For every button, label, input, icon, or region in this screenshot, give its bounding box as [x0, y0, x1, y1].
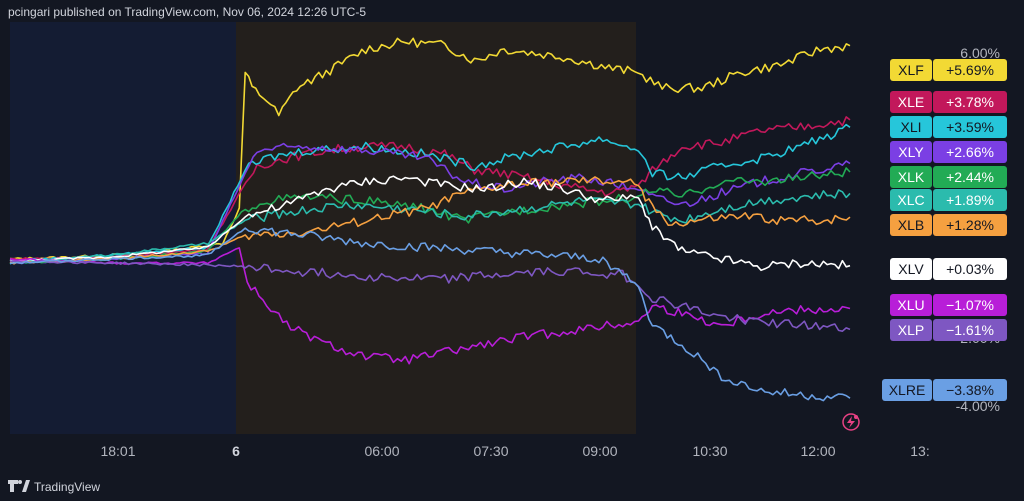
x-tick-label: 18:01	[100, 443, 135, 459]
lightning-icon[interactable]	[842, 413, 860, 431]
series-tag-value: +1.89%	[946, 192, 994, 208]
series-group	[9, 37, 851, 402]
series-tag-value-bg	[933, 189, 1007, 211]
x-tick-label: 10:30	[692, 443, 727, 459]
series-line-xlp[interactable]	[9, 260, 851, 333]
series-tags: XLF +5.69% XLE +3.78% XLI +3.59% XLY +2.66% XLK +…	[882, 59, 1007, 401]
series-tag-name-bg	[890, 189, 932, 211]
series-line-xlu[interactable]	[9, 247, 851, 365]
overnight-session-band	[10, 22, 236, 434]
series-tag-xle[interactable]: XLE +3.78%	[890, 91, 1007, 113]
series-tag-value: +3.78%	[946, 94, 994, 110]
series-line-xlv[interactable]	[9, 175, 851, 272]
series-tag-name: XLP	[898, 322, 924, 338]
series-tag-name: XLB	[898, 217, 924, 233]
series-tag-name: XLK	[898, 169, 925, 185]
series-tag-value-bg	[933, 258, 1007, 280]
series-tag-xlv[interactable]: XLV +0.03%	[890, 258, 1007, 280]
x-tick-label: 07:30	[473, 443, 508, 459]
footer-brand: TradingView	[34, 480, 100, 494]
series-tag-value-bg	[933, 91, 1007, 113]
series-line-xle[interactable]	[9, 116, 851, 261]
series-tag-name-bg	[890, 166, 932, 188]
series-tag-value-bg	[933, 319, 1007, 341]
series-line-xlre[interactable]	[9, 227, 851, 402]
series-tag-value-bg	[933, 214, 1007, 236]
series-tag-value: +5.69%	[946, 62, 994, 78]
premarket-session-band	[236, 22, 636, 434]
series-tag-name: XLU	[897, 297, 924, 313]
series-tag-name: XLV	[898, 261, 924, 277]
series-tag-value: +3.59%	[946, 119, 994, 135]
series-tag-xly[interactable]: XLY +2.66%	[890, 141, 1007, 163]
series-tag-xlu[interactable]: XLU −1.07%	[890, 294, 1007, 316]
x-tick-label: 09:00	[582, 443, 617, 459]
series-tag-name-bg	[882, 379, 932, 401]
tradingview-logo-icon[interactable]	[8, 480, 30, 492]
series-tag-name: XLI	[900, 119, 921, 135]
series-tag-value: −1.61%	[946, 322, 994, 338]
series-tag-name-bg	[890, 258, 932, 280]
series-tag-name: XLY	[898, 144, 924, 160]
x-tick-label: 06:00	[364, 443, 399, 459]
series-tag-xlb[interactable]: XLB +1.28%	[890, 214, 1007, 236]
series-tag-xlc[interactable]: XLC +1.89%	[890, 189, 1007, 211]
y-tick-label: 6.00%	[960, 45, 1000, 61]
series-tag-value: −1.07%	[946, 297, 994, 313]
series-tag-name-bg	[890, 116, 932, 138]
published-header: pcingari published on TradingView.com, N…	[8, 5, 366, 19]
series-tag-xli[interactable]: XLI +3.59%	[890, 116, 1007, 138]
series-tag-name: XLC	[897, 192, 924, 208]
series-tag-name: XLE	[898, 94, 924, 110]
series-tag-name-bg	[890, 91, 932, 113]
x-axis: 18:01 6 06:00 07:30 09:00 10:30 12:00 13:	[100, 443, 929, 459]
series-tag-value-bg	[933, 166, 1007, 188]
series-tag-name-bg	[890, 214, 932, 236]
series-tag-value: +1.28%	[946, 217, 994, 233]
series-tag-value-bg	[933, 141, 1007, 163]
series-tag-name: XLF	[898, 62, 924, 78]
series-tag-value: +0.03%	[946, 261, 994, 277]
series-tag-xlk[interactable]: XLK +2.44%	[890, 166, 1007, 188]
series-tag-xlre[interactable]: XLRE −3.38%	[882, 379, 1007, 401]
series-tag-value-bg	[933, 59, 1007, 81]
series-tag-value: +2.66%	[946, 144, 994, 160]
series-tag-value: −3.38%	[946, 382, 994, 398]
x-tick-label: 6	[232, 443, 240, 459]
series-tag-name: XLRE	[889, 382, 926, 398]
y-tick-label: -4.00%	[956, 398, 1000, 414]
series-tag-value-bg	[933, 116, 1007, 138]
series-tag-value-bg	[933, 379, 1007, 401]
series-tag-xlp[interactable]: XLP −1.61%	[890, 319, 1007, 341]
series-tag-name-bg	[890, 319, 932, 341]
series-tag-name-bg	[890, 59, 932, 81]
footer-bar	[0, 473, 1024, 501]
series-tag-name-bg	[890, 141, 932, 163]
series-tag-xlf[interactable]: XLF +5.69%	[890, 59, 1007, 81]
series-tag-value-bg	[933, 294, 1007, 316]
series-line-xlb[interactable]	[9, 176, 851, 265]
series-tag-value: +2.44%	[946, 169, 994, 185]
x-tick-label: 12:00	[800, 443, 835, 459]
series-tag-name-bg	[890, 294, 932, 316]
x-tick-label: 13:	[910, 443, 929, 459]
